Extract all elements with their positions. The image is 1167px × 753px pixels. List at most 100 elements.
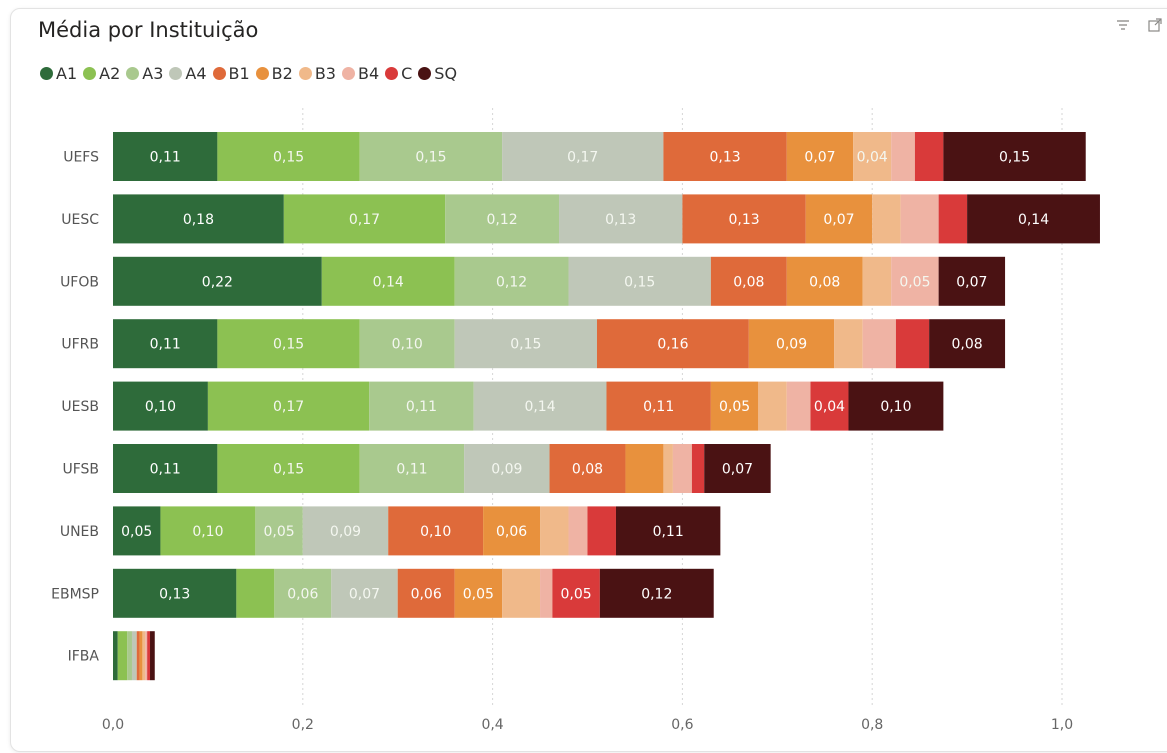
bar-segment bbox=[853, 132, 892, 181]
bar-segment bbox=[113, 194, 284, 244]
bar-segment bbox=[473, 381, 607, 431]
legend-label: A3 bbox=[142, 64, 164, 83]
data-label: 0,14 bbox=[373, 274, 404, 290]
data-label: 0,07 bbox=[804, 150, 835, 166]
data-label: 0,05 bbox=[121, 524, 152, 540]
data-label: 0,06 bbox=[287, 586, 318, 602]
bar-segment bbox=[321, 256, 455, 306]
bar-segment bbox=[483, 506, 541, 556]
data-label: 0,09 bbox=[491, 462, 522, 478]
bar-segment bbox=[217, 319, 360, 369]
bar-segment bbox=[113, 444, 218, 493]
bar-segment bbox=[625, 444, 664, 493]
bar-segment bbox=[113, 132, 218, 181]
bar-segment bbox=[113, 256, 322, 306]
bar-segment bbox=[914, 132, 944, 181]
category-label: IFBA bbox=[68, 649, 100, 665]
legend-item-a4[interactable]: A4 bbox=[169, 64, 207, 83]
bar-segment bbox=[207, 381, 370, 431]
bar-segment bbox=[568, 256, 711, 306]
bar-segment bbox=[113, 568, 237, 618]
x-tick-label: 0,2 bbox=[292, 717, 314, 733]
bar-segment bbox=[810, 381, 849, 431]
x-tick-label: 1,0 bbox=[1051, 717, 1073, 733]
legend-item-sq[interactable]: SQ bbox=[418, 64, 457, 83]
bar-segment bbox=[540, 506, 569, 556]
filter-icon[interactable] bbox=[1114, 16, 1132, 34]
data-label: 0,04 bbox=[857, 150, 888, 166]
legend-item-a2[interactable]: A2 bbox=[83, 64, 120, 83]
bar-segment bbox=[540, 568, 553, 618]
bar-segment bbox=[217, 132, 360, 181]
bar-segment bbox=[274, 568, 332, 618]
legend-marker bbox=[212, 67, 226, 80]
legend-item-b2[interactable]: B2 bbox=[255, 64, 293, 83]
data-label: 0,07 bbox=[722, 462, 753, 478]
category-label: EBMSP bbox=[51, 586, 99, 602]
category-label: UEFS bbox=[63, 150, 99, 166]
focus-mode-icon[interactable] bbox=[1146, 16, 1164, 34]
legend-item-a1[interactable]: A1 bbox=[40, 64, 77, 83]
data-label: 0,11 bbox=[406, 399, 437, 415]
legend-item-b3[interactable]: B3 bbox=[298, 64, 336, 83]
category-label: UESB bbox=[61, 399, 99, 415]
legend-label: A2 bbox=[99, 64, 121, 83]
data-label: 0,17 bbox=[273, 399, 304, 415]
category-label: UESC bbox=[61, 212, 99, 228]
bar-segment bbox=[786, 132, 854, 181]
data-label: 0,11 bbox=[653, 524, 684, 540]
visual-toolbar bbox=[1114, 16, 1164, 34]
legend-item-c[interactable]: C bbox=[385, 64, 412, 83]
bar-segment bbox=[139, 631, 143, 681]
legend-item-b4[interactable]: B4 bbox=[341, 64, 380, 83]
data-label: 0,17 bbox=[567, 150, 598, 166]
bar-segment bbox=[596, 319, 749, 369]
data-label: 0,07 bbox=[956, 274, 987, 290]
bar-segment bbox=[502, 132, 664, 181]
data-label: 0,10 bbox=[192, 524, 223, 540]
chart-title: Média por Instituição bbox=[38, 18, 259, 42]
legend-label: B2 bbox=[271, 64, 293, 83]
bar-segment bbox=[615, 506, 721, 556]
bar-segment bbox=[445, 194, 560, 244]
data-label: 0,06 bbox=[411, 586, 442, 602]
bar-segment bbox=[704, 444, 771, 493]
data-label: 0,05 bbox=[719, 399, 750, 415]
legend-marker bbox=[385, 67, 399, 80]
bar-segment bbox=[464, 444, 550, 493]
data-label: 0,13 bbox=[159, 586, 190, 602]
bar-segment bbox=[255, 506, 303, 556]
x-tick-label: 0,8 bbox=[861, 717, 883, 733]
data-label: 0,06 bbox=[496, 524, 527, 540]
bar-segment bbox=[502, 568, 541, 618]
data-label: 0,07 bbox=[349, 586, 380, 602]
bar-segment bbox=[891, 132, 915, 181]
data-label: 0,15 bbox=[273, 337, 304, 353]
data-label: 0,09 bbox=[776, 337, 807, 353]
bar-segment bbox=[967, 194, 1100, 244]
bar-segment bbox=[862, 319, 896, 369]
bar-segment bbox=[691, 444, 705, 493]
legend-marker bbox=[418, 67, 432, 80]
legend-marker bbox=[83, 67, 97, 80]
data-label: 0,13 bbox=[605, 212, 636, 228]
legend-item-a3[interactable]: A3 bbox=[126, 64, 163, 83]
data-label: 0,11 bbox=[150, 150, 181, 166]
data-label: 0,08 bbox=[952, 337, 983, 353]
bar-segment bbox=[568, 506, 588, 556]
data-label: 0,04 bbox=[814, 399, 845, 415]
data-label: 0,12 bbox=[641, 586, 672, 602]
bar-segment bbox=[938, 256, 1006, 306]
category-label: UNEB bbox=[60, 524, 99, 540]
bar-segment bbox=[454, 256, 569, 306]
bar-segment bbox=[552, 568, 600, 618]
bar-segment bbox=[786, 381, 811, 431]
bar-segment bbox=[895, 319, 930, 369]
data-label: 0,05 bbox=[263, 524, 294, 540]
legend-item-b1[interactable]: B1 bbox=[212, 64, 250, 83]
bar-segment bbox=[397, 568, 455, 618]
bar-segment bbox=[359, 319, 455, 369]
bar-segment bbox=[710, 256, 787, 306]
legend-label: B4 bbox=[357, 64, 380, 83]
